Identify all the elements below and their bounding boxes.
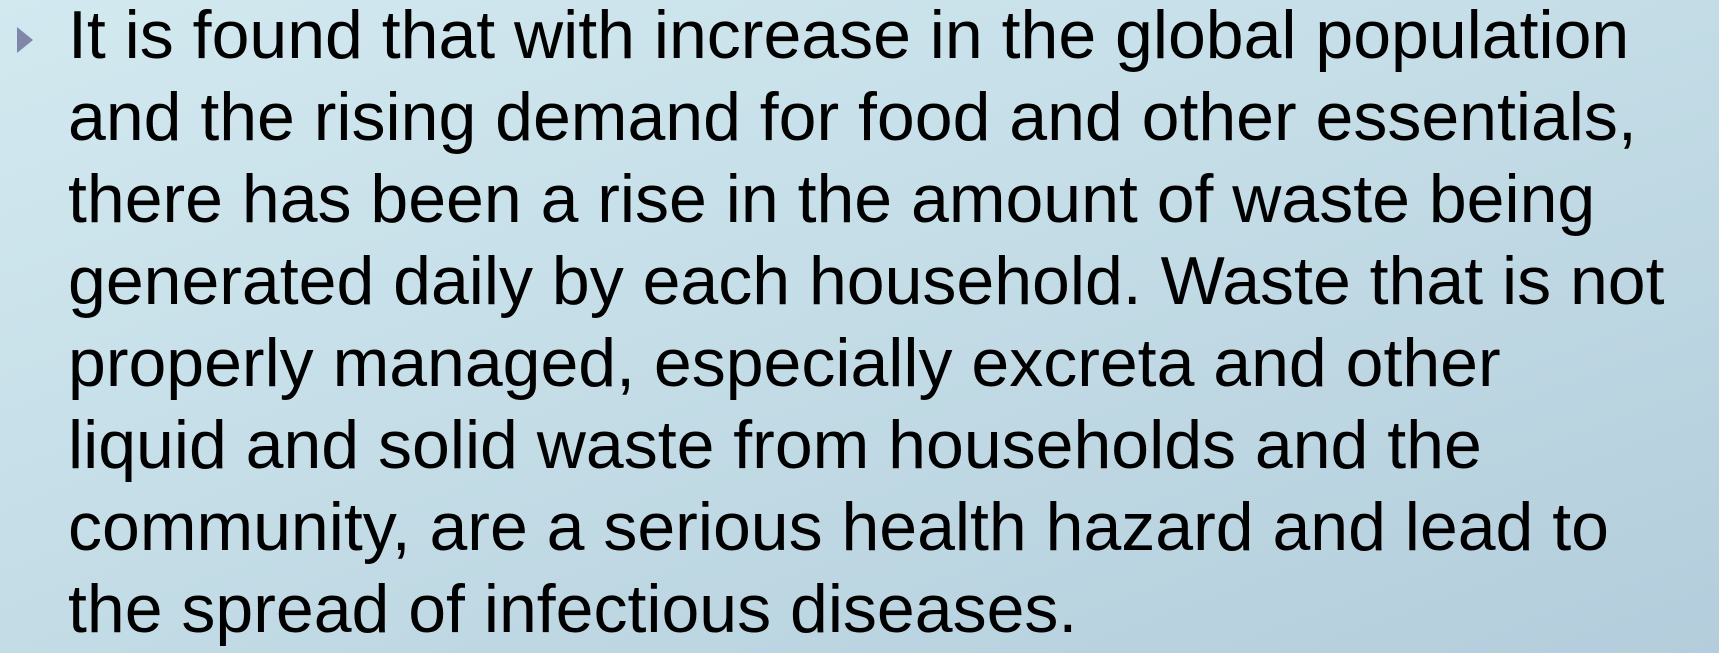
bullet-triangle (17, 27, 33, 53)
bullet-icon (17, 27, 33, 53)
text-line: liquid and solid waste from households a… (68, 407, 1482, 483)
text-line: the spread of infectious diseases. (68, 571, 1078, 647)
text-line: there has been a rise in the amount of w… (68, 161, 1596, 237)
text-line: community, are a serious health hazard a… (68, 489, 1609, 565)
text-line: It is found that with increase in the gl… (68, 0, 1630, 73)
text-line: generated daily by each household. Waste… (68, 243, 1665, 319)
text-line: properly managed, especially excreta and… (68, 325, 1501, 401)
text-line: and the rising demand for food and other… (68, 79, 1637, 155)
bullet-text: It is found that with increase in the gl… (68, 0, 1665, 650)
